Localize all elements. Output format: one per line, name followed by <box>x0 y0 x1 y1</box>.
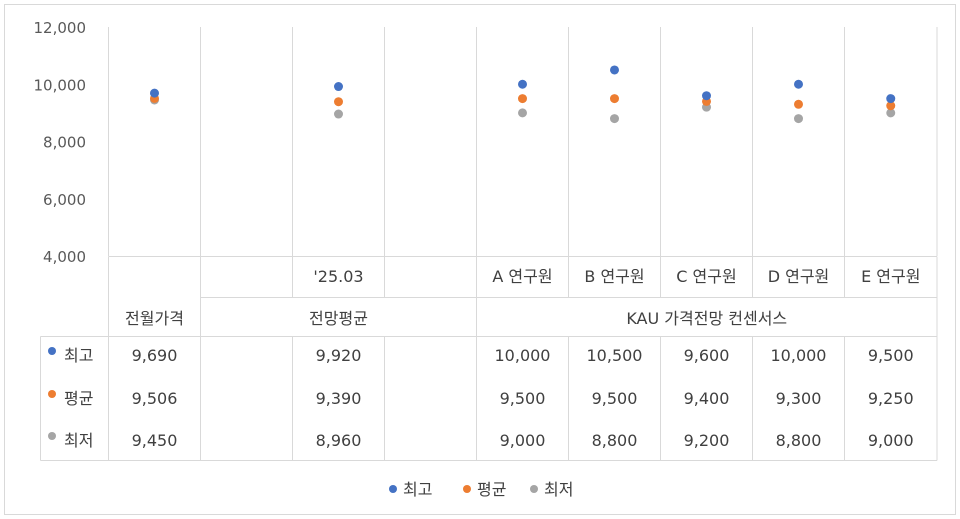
table-cell: 9,250 <box>868 389 914 408</box>
y-tick-label: 10,000 <box>34 76 87 94</box>
group-label: 전월가격 <box>125 309 184 328</box>
category-label: E 연구원 <box>861 267 920 286</box>
table-cell: 9,690 <box>132 346 178 365</box>
table-cell: 9,400 <box>684 389 730 408</box>
category-label: D 연구원 <box>768 267 830 286</box>
table-cell: 9,000 <box>868 431 914 450</box>
category-label: B 연구원 <box>584 267 644 286</box>
point-최저 <box>334 109 343 119</box>
table-cell: 9,300 <box>776 389 822 408</box>
point-평균 <box>610 94 619 104</box>
y-tick-label: 8,000 <box>43 134 86 152</box>
point-최고 <box>334 82 343 92</box>
legend-label: 최저 <box>544 480 573 499</box>
point-최저 <box>886 108 896 118</box>
category-label: '25.03 <box>313 267 363 286</box>
table-cell: 9,200 <box>684 431 730 450</box>
table-cell: 9,000 <box>500 431 546 450</box>
table-series-marker <box>48 432 56 440</box>
legend-marker <box>530 485 538 493</box>
legend-marker <box>389 485 397 493</box>
table-cell: 9,500 <box>592 389 638 408</box>
table-series-name: 최고 <box>64 346 93 365</box>
point-최고 <box>610 65 619 75</box>
table-cell: 10,000 <box>771 346 827 365</box>
point-평균 <box>794 99 803 109</box>
table-cell: 9,506 <box>132 389 178 408</box>
chart-frame <box>4 4 956 515</box>
table-cell: 9,920 <box>316 346 362 365</box>
table-cell: 9,450 <box>132 431 178 450</box>
legend-label: 평균 <box>477 480 506 499</box>
legend-marker <box>463 485 471 493</box>
table-cell: 9,390 <box>316 389 362 408</box>
y-tick-label: 4,000 <box>43 248 86 266</box>
group-label: 전망평균 <box>309 309 368 328</box>
y-axis: 4,000 6,000 8,000 10,000 12,000 <box>34 19 87 266</box>
point-평균 <box>334 97 343 107</box>
table-cell: 9,600 <box>684 346 730 365</box>
point-최저 <box>794 114 803 124</box>
chart-points <box>150 65 896 124</box>
group-label: KAU 가격전망 컨센서스 <box>626 309 787 328</box>
point-최고 <box>702 91 711 101</box>
table-cell: 8,800 <box>592 431 638 450</box>
legend-label: 최고 <box>403 480 432 499</box>
table-series-name: 최저 <box>64 431 93 450</box>
table-cell: 10,500 <box>587 346 643 365</box>
category-label: C 연구원 <box>676 267 736 286</box>
table-cell: 8,800 <box>776 431 822 450</box>
category-label: A 연구원 <box>492 267 552 286</box>
chart-grid <box>108 27 938 256</box>
table-cell: 9,500 <box>500 389 546 408</box>
point-최고 <box>886 94 896 104</box>
y-tick-label: 6,000 <box>43 191 86 209</box>
table-series-marker <box>48 347 56 355</box>
table-series-name: 평균 <box>64 389 93 408</box>
legend: 최고 평균 최저 <box>389 480 573 499</box>
table-cell: 10,000 <box>495 346 551 365</box>
table-cell: 9,500 <box>868 346 914 365</box>
point-최저 <box>518 108 527 118</box>
y-tick-label: 12,000 <box>34 19 87 37</box>
point-평균 <box>518 94 527 104</box>
point-최고 <box>518 79 527 89</box>
point-최고 <box>150 88 159 98</box>
point-최저 <box>610 114 619 124</box>
table-series-marker <box>48 390 56 398</box>
table-cell: 8,960 <box>316 431 362 450</box>
point-평균 <box>886 101 896 111</box>
point-최고 <box>794 79 803 89</box>
